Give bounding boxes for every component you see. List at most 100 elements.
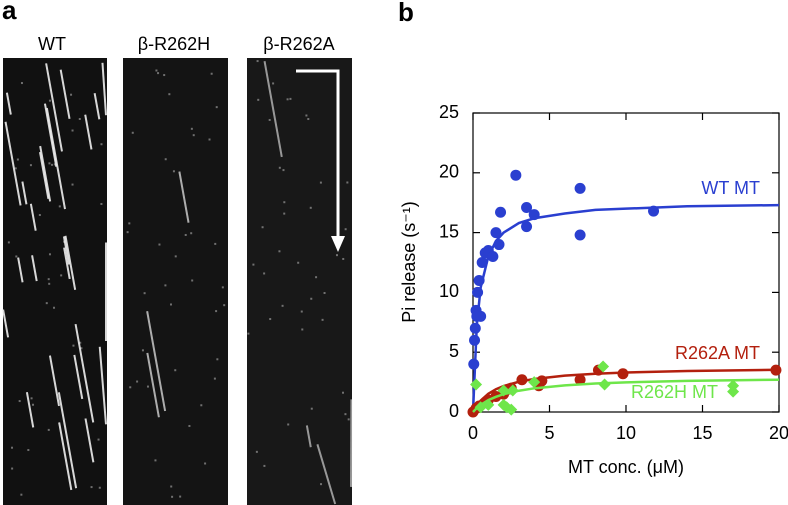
streak <box>98 346 107 425</box>
speckle <box>192 134 195 137</box>
plot-frame <box>472 112 780 413</box>
point <box>528 376 541 389</box>
speckle <box>184 233 187 236</box>
x-tick-label: 0 <box>468 423 478 443</box>
point <box>617 368 629 380</box>
streak <box>146 352 160 418</box>
speckle <box>347 418 350 421</box>
x-tick-label: 10 <box>616 423 636 443</box>
streak <box>25 392 35 428</box>
speckle <box>128 222 131 225</box>
streak <box>57 392 78 489</box>
streak <box>17 257 24 283</box>
speckle <box>100 143 103 146</box>
speckle <box>319 181 322 184</box>
speckle <box>191 279 194 282</box>
time-arrow <box>296 69 345 252</box>
point <box>497 384 510 397</box>
speckle <box>30 397 33 400</box>
speckle <box>20 82 23 85</box>
speckle <box>170 485 173 488</box>
streak <box>263 61 283 158</box>
point <box>536 375 548 387</box>
point <box>770 364 782 376</box>
speckle <box>58 205 61 208</box>
speckle <box>48 282 51 285</box>
streak <box>4 121 22 206</box>
speckle <box>255 450 258 453</box>
streak <box>74 323 95 423</box>
speckle <box>310 297 313 300</box>
speckle <box>18 400 21 403</box>
speckle <box>155 69 158 72</box>
speckle <box>7 241 10 244</box>
point <box>648 205 660 217</box>
y-tick-label: 5 <box>449 341 459 361</box>
streak <box>84 114 93 150</box>
speckle <box>215 310 218 313</box>
kymograph <box>247 58 352 505</box>
streak <box>5 92 12 115</box>
point <box>597 360 610 373</box>
speckle <box>169 303 172 306</box>
speckle <box>11 446 14 449</box>
streak <box>73 354 84 400</box>
speckle <box>305 114 308 117</box>
speckle <box>204 462 207 465</box>
streak <box>39 145 52 202</box>
panel-label: a <box>2 0 17 25</box>
speckle <box>32 403 35 406</box>
speckle <box>154 459 157 462</box>
speckle <box>210 72 213 75</box>
speckle <box>174 255 177 258</box>
speckle <box>256 60 259 63</box>
streak <box>2 309 10 338</box>
speckle <box>136 380 139 383</box>
streak <box>45 63 63 152</box>
point <box>510 169 522 181</box>
point <box>490 227 502 239</box>
point <box>469 322 481 334</box>
point <box>470 378 483 391</box>
speckle <box>15 255 18 258</box>
speckle <box>158 243 161 246</box>
streak <box>93 92 101 120</box>
streak <box>63 247 71 280</box>
streak <box>31 255 38 282</box>
streak <box>146 311 167 412</box>
streak <box>43 103 58 167</box>
point <box>506 384 519 397</box>
speckle <box>171 495 174 498</box>
streak <box>178 171 190 223</box>
speckle <box>51 163 54 166</box>
speckle <box>53 306 56 309</box>
speckle <box>71 129 74 132</box>
point <box>521 201 533 213</box>
y-tick-label: 0 <box>449 401 459 421</box>
speckle <box>321 318 324 321</box>
series-label: R262A MT <box>675 343 760 363</box>
speckle <box>168 93 171 96</box>
speckle <box>70 93 73 96</box>
speckle <box>307 118 310 121</box>
speckle <box>97 438 100 441</box>
speckle <box>72 344 75 347</box>
point <box>598 378 611 391</box>
point <box>574 229 586 241</box>
speckle <box>223 304 226 307</box>
lane-label: β-R262A <box>263 34 334 54</box>
x-tick-label: 20 <box>769 423 788 443</box>
y-axis-label: Pi release (s⁻¹) <box>399 201 419 323</box>
speckle <box>344 413 347 416</box>
streak <box>316 444 337 505</box>
streak <box>84 418 95 463</box>
speckle <box>283 201 286 204</box>
point <box>469 334 481 346</box>
streak <box>62 236 70 265</box>
speckle <box>247 332 250 335</box>
speckle <box>27 449 30 452</box>
kymograph <box>3 58 107 505</box>
speckle <box>309 206 312 209</box>
speckle <box>252 263 255 266</box>
